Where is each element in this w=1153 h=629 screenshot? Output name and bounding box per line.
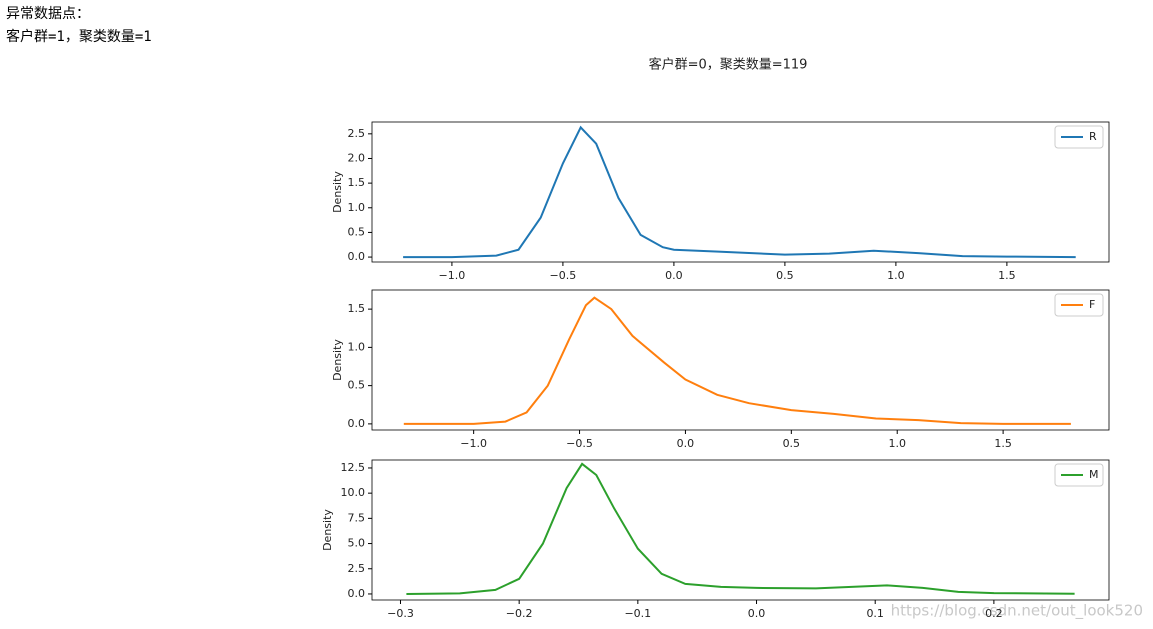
legend-label: M: [1089, 468, 1099, 481]
x-tick-label: −0.5: [566, 437, 593, 450]
y-tick-label: 1.5: [348, 176, 366, 189]
x-tick-label: 1.0: [888, 437, 906, 450]
legend-label: F: [1089, 298, 1095, 311]
y-tick-label: 0.0: [348, 587, 366, 600]
legend-label: R: [1089, 130, 1097, 143]
density-line: [403, 125, 1076, 259]
y-tick-label: 1.0: [348, 340, 366, 353]
y-tick-label: 5.0: [348, 537, 366, 550]
x-tick-label: 0.5: [783, 437, 801, 450]
y-tick-label: 0.5: [348, 225, 366, 238]
y-axis-label: Density: [331, 171, 344, 213]
y-tick-label: 12.5: [341, 461, 366, 474]
y-tick-label: 0.0: [348, 250, 366, 263]
y-tick-label: 2.5: [348, 127, 366, 140]
y-tick-label: 0.5: [348, 379, 366, 392]
x-tick-label: 1.5: [998, 269, 1016, 282]
x-tick-label: 1.5: [994, 437, 1012, 450]
density-line: [403, 296, 1071, 425]
density-line: [406, 462, 1075, 595]
plot-frame: [371, 121, 1110, 263]
y-tick-label: 7.5: [348, 511, 366, 524]
x-tick-label: 1.0: [887, 269, 905, 282]
x-tick-label: 0.0: [748, 607, 766, 620]
y-tick-label: 10.0: [341, 486, 366, 499]
plot-frame: [371, 289, 1110, 431]
x-tick-label: 0.0: [677, 437, 695, 450]
y-tick-label: 2.0: [348, 151, 366, 164]
figure-title: 客户群=0，聚类数量=119: [649, 57, 808, 73]
y-axis-label: Density: [321, 509, 334, 551]
watermark: https://blog.csdn.net/out_look520: [891, 602, 1143, 621]
x-tick-label: −0.1: [624, 607, 651, 620]
x-tick-label: −0.3: [387, 607, 414, 620]
y-tick-label: 2.5: [348, 562, 366, 575]
y-tick-label: 1.5: [348, 302, 366, 315]
x-tick-label: −0.2: [506, 607, 533, 620]
x-tick-label: −0.5: [550, 269, 577, 282]
y-axis-label: Density: [331, 339, 344, 381]
output-line: 客户群=1，聚类数量=1: [6, 28, 152, 45]
y-tick-label: 0.0: [348, 417, 366, 430]
x-tick-label: −1.0: [439, 269, 466, 282]
output-line: 异常数据点：: [6, 6, 90, 22]
x-tick-label: 0.0: [665, 269, 683, 282]
x-tick-label: 0.2: [985, 607, 1003, 620]
x-tick-label: 0.5: [776, 269, 794, 282]
y-tick-label: 1.0: [348, 201, 366, 214]
x-tick-label: −1.0: [460, 437, 487, 450]
plot-frame: [371, 459, 1110, 601]
x-tick-label: 0.1: [866, 607, 884, 620]
